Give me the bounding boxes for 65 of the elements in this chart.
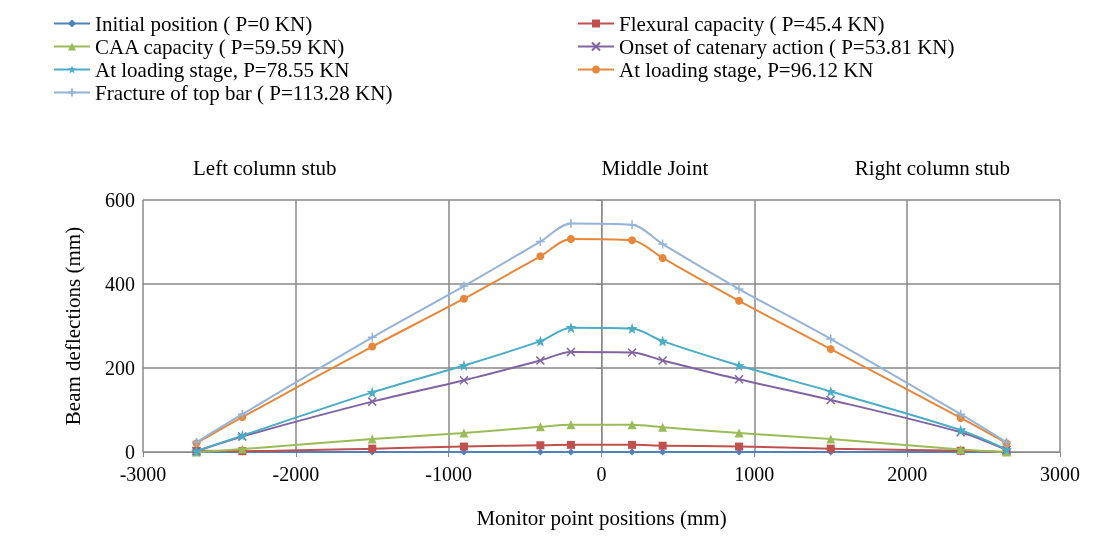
y-tick-label: 600 [105, 189, 135, 211]
point [733, 283, 745, 295]
point [565, 218, 577, 229]
point [734, 428, 744, 438]
point [367, 396, 377, 407]
y-axis-title: Beam deflections (mm) [60, 226, 85, 426]
point [734, 374, 744, 385]
point [825, 333, 836, 345]
point [534, 335, 546, 347]
x-tick-label: 0 [596, 463, 607, 485]
point [657, 335, 669, 347]
point [658, 422, 668, 432]
point [733, 359, 745, 371]
y-tick-label: 0 [125, 441, 135, 463]
x-tick-label: 2000 [887, 463, 928, 485]
point [657, 238, 668, 250]
point [535, 355, 546, 366]
x-tick-label: 1000 [734, 463, 775, 485]
point [628, 236, 637, 245]
point [826, 395, 836, 405]
point [658, 441, 667, 450]
point [368, 444, 377, 453]
point [459, 428, 469, 438]
point [826, 345, 835, 354]
point [458, 359, 470, 371]
legend-label: Initial position ( P=0 KN) [95, 11, 313, 36]
point [566, 440, 575, 449]
point [626, 323, 638, 335]
point [459, 375, 469, 385]
point [458, 280, 470, 292]
point [566, 347, 576, 357]
y-tick-label: 400 [105, 273, 135, 295]
text: Middle Joint [601, 155, 709, 180]
point [459, 442, 468, 451]
y-tick-label: 200 [105, 357, 135, 379]
x-tick-label: -3000 [119, 463, 167, 485]
point [459, 294, 468, 303]
point [567, 448, 575, 456]
point [536, 252, 545, 261]
point [628, 440, 637, 449]
point [826, 444, 835, 453]
x-tick-label: -2000 [272, 463, 320, 485]
point [536, 441, 545, 450]
text: Right column stub [854, 155, 1011, 180]
point [825, 386, 837, 398]
x-axis-title: Monitor point positions (mm) [476, 505, 727, 530]
point [657, 355, 668, 366]
point [735, 442, 744, 451]
point [626, 219, 638, 231]
point [237, 408, 248, 420]
point [565, 322, 577, 334]
point [627, 420, 637, 430]
point [735, 296, 744, 305]
point [628, 448, 636, 456]
legend-label: Flexural capacity ( P=45.4 KN) [619, 11, 885, 36]
x-tick-label: 3000 [1040, 463, 1080, 485]
text: Left column stub [193, 155, 337, 180]
point [658, 253, 667, 262]
point [566, 235, 575, 244]
x-tick-label: -1000 [425, 463, 472, 485]
point [627, 347, 637, 358]
point [366, 386, 378, 398]
point [368, 342, 377, 351]
point [955, 408, 966, 420]
point [566, 420, 576, 430]
